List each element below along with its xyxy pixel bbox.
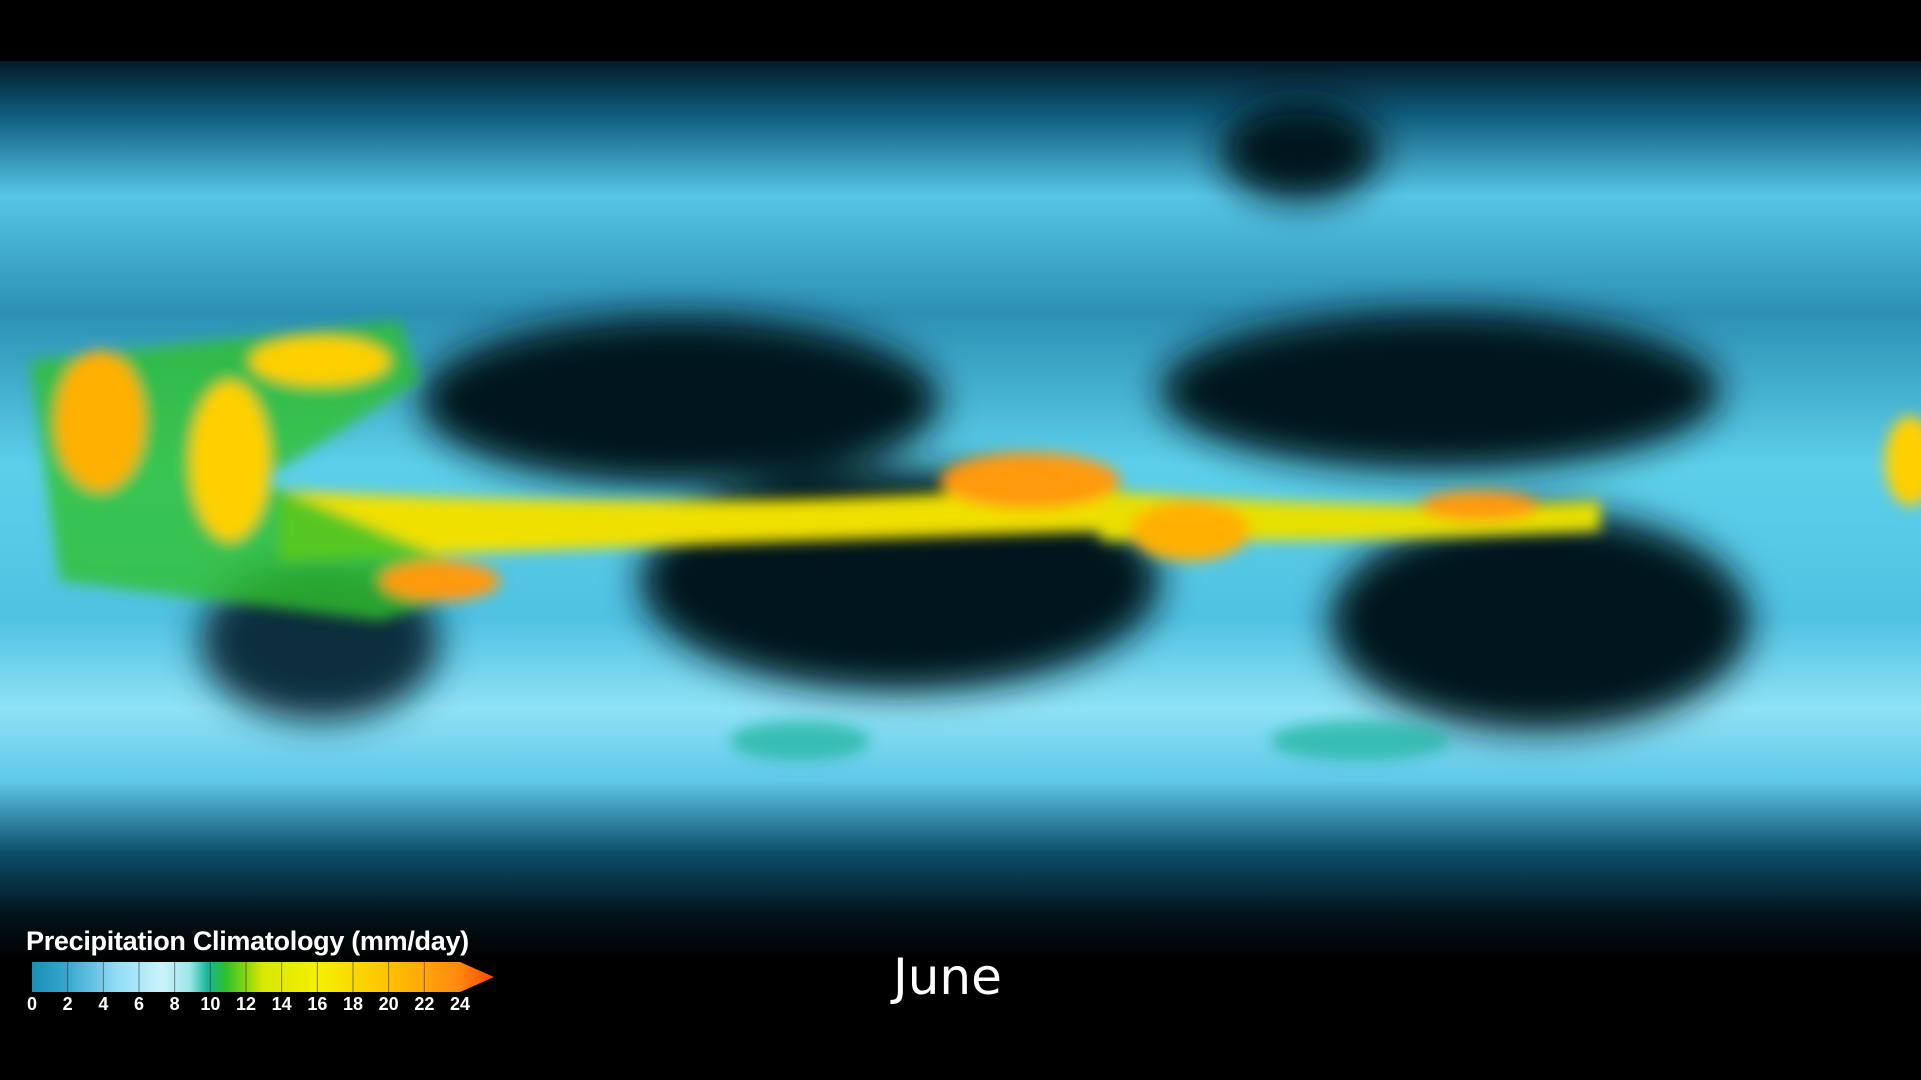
legend-tick-label: 22	[414, 994, 435, 1014]
legend-tick-label: 8	[169, 994, 180, 1014]
legend-colorbar	[32, 962, 494, 992]
legend-tick-label: 14	[271, 994, 292, 1014]
legend-tick-label: 0	[26, 994, 38, 1014]
legend-tick-label: 12	[235, 994, 257, 1014]
legend-tick-label: 10	[200, 994, 221, 1014]
legend-tick-label: 4	[98, 994, 109, 1014]
legend-tick-label: 16	[307, 994, 328, 1014]
legend-tick-label: 20	[378, 994, 399, 1014]
legend-tick-label: 2	[62, 994, 73, 1014]
month-label: June	[893, 948, 1002, 1006]
legend-tick-label: 6	[133, 994, 145, 1014]
legend-title: Precipitation Climatology (mm/day)	[26, 926, 469, 956]
rain-belts	[30, 321, 1921, 761]
legend-tick-label: 18	[342, 994, 364, 1014]
legend-tick-label: 24	[449, 994, 471, 1014]
precipitation-map	[0, 61, 1921, 961]
